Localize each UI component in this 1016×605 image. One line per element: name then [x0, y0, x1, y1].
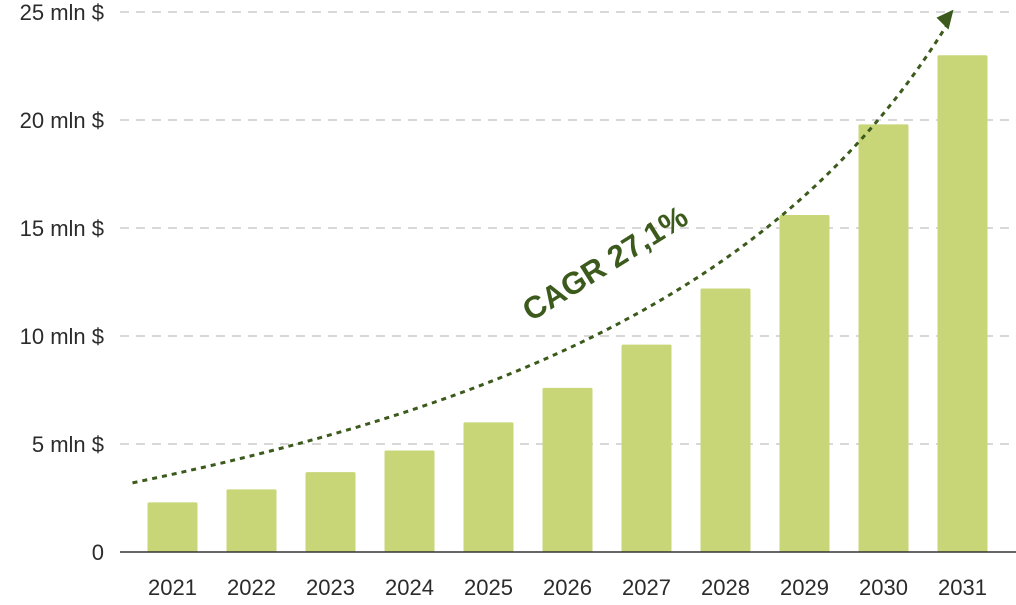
x-tick-label: 2030 [859, 575, 908, 600]
y-tick-label: 20 mln $ [20, 108, 104, 133]
y-tick-label: 0 [92, 540, 104, 565]
y-axis-tick-labels: 0 5 mln $ 10 mln $ 15 mln $ 20 mln $ 25 mln $ [20, 0, 104, 565]
x-tick-label: 2027 [622, 575, 671, 600]
x-tick-label: 2026 [543, 575, 592, 600]
x-tick-label: 2029 [780, 575, 829, 600]
x-tick-label: 2023 [306, 575, 355, 600]
y-tick-label: 25 mln $ [20, 0, 104, 25]
bar-2031 [937, 55, 988, 552]
bar-2022 [226, 489, 277, 552]
bar-2028 [700, 288, 751, 552]
x-tick-label: 2028 [701, 575, 750, 600]
bar-2027 [621, 344, 672, 552]
cagr-arrow-head-icon [936, 9, 954, 30]
bars [147, 55, 988, 553]
bar-2026 [542, 387, 593, 552]
bar-2029 [779, 215, 830, 553]
y-tick-label: 10 mln $ [20, 324, 104, 349]
x-axis-tick-labels: 2021 2022 2023 2024 2025 2026 2027 2028 2029 2030… [148, 575, 987, 600]
x-tick-label: 2021 [148, 575, 197, 600]
y-tick-label: 15 mln $ [20, 216, 104, 241]
bar-2025 [463, 422, 514, 552]
x-tick-label: 2025 [464, 575, 513, 600]
bar-2030 [858, 124, 909, 552]
x-tick-label: 2031 [938, 575, 987, 600]
x-tick-label: 2024 [385, 575, 434, 600]
bar-2023 [305, 472, 356, 552]
cagr-trend [132, 9, 954, 485]
cagr-annotation: CAGR 27,1% [516, 199, 694, 328]
bar-2021 [147, 502, 198, 552]
x-tick-label: 2022 [227, 575, 276, 600]
bar-2024 [384, 450, 435, 552]
cagr-trend-line [132, 19, 951, 485]
y-tick-label: 5 mln $ [32, 432, 104, 457]
